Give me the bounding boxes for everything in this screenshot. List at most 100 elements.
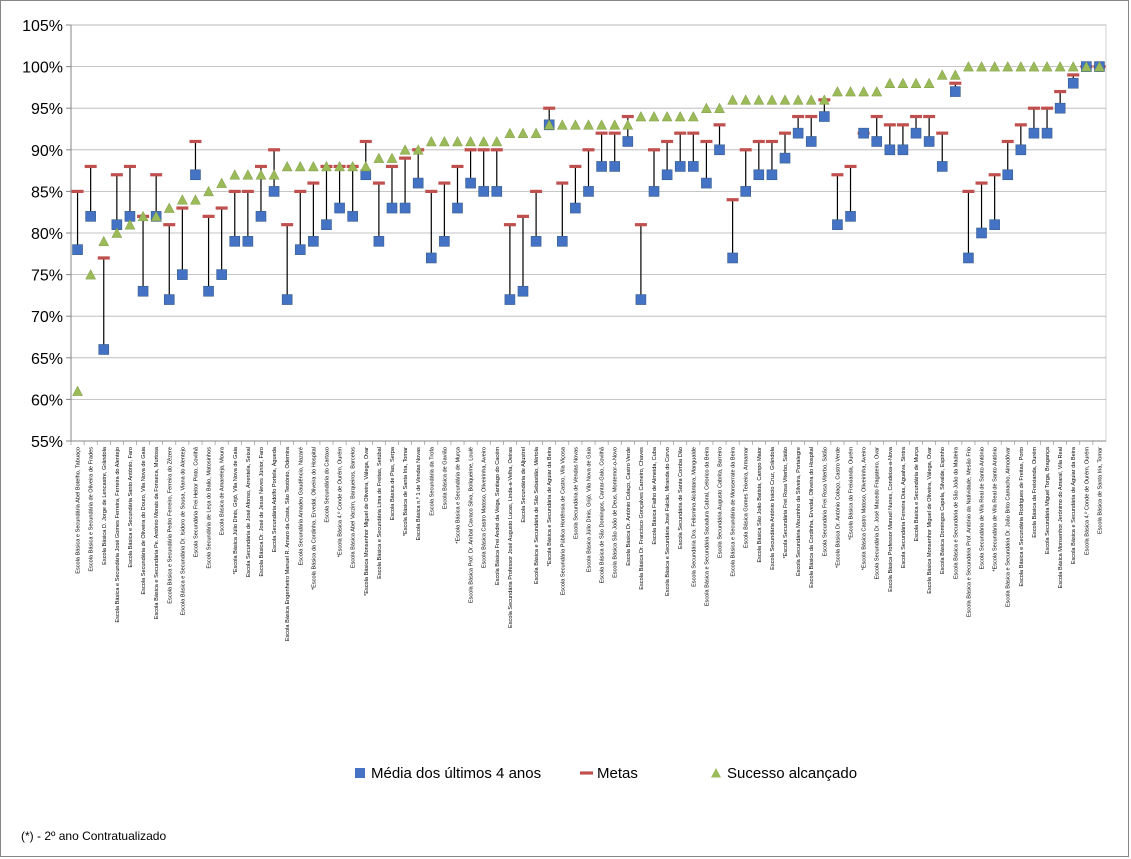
average-point: [373, 236, 385, 247]
x-category-label: Escola Básica de Gavião: [442, 447, 448, 509]
average-point: [203, 285, 214, 297]
drop-lines: [76, 74, 1074, 350]
x-category-label: Escola Secundária Ferreira Dias, Agualva…: [901, 446, 907, 568]
success-point: [72, 385, 83, 396]
success-point: [543, 119, 555, 130]
success-point: [989, 61, 1001, 72]
meta-mark: [307, 181, 320, 185]
average-point: [137, 285, 149, 297]
average-point: [530, 236, 542, 247]
legend: Média dos últimos 4 anos Metas Sucesso alc…: [355, 765, 857, 782]
success-point: [792, 94, 804, 105]
x-category-label: Escola Secundária Dr. José Macedo Fragat…: [875, 447, 881, 580]
average-point: [950, 86, 961, 97]
average-point: [819, 111, 830, 122]
meta-mark: [910, 114, 923, 119]
x-category-label: Escola Básica Monsenhor Miguel de Olivei…: [927, 447, 933, 594]
x-category-label: Escola Secundária de Vila Real de Santo …: [980, 447, 986, 569]
x-category-label: Escola Secundária do Cartaxo: [324, 447, 330, 523]
x-category-label: *Escola Básica e Secundária de Murça: [455, 446, 461, 544]
legend-success-marker: [711, 768, 721, 778]
x-category-label: Escola Básica e Secundária José Gomes Fe…: [115, 447, 121, 623]
success-point: [871, 86, 883, 97]
x-category-label: Escola Básica 4.º Conde de Ourém, Ourém: [1083, 447, 1090, 555]
average-point: [727, 252, 738, 264]
meta-mark: [765, 139, 778, 144]
y-tick-label: 55%: [31, 434, 63, 451]
meta-mark: [189, 139, 202, 144]
x-category-label: Escola Básica Dr. José de Jesus Neves Jú…: [259, 447, 265, 577]
y-tick-label: 85%: [31, 184, 63, 201]
x-category-label: Escola Básica Fialho de Almeida, Cuba: [652, 446, 658, 545]
x-category-label: *Escola Básica da Cordinha, Ervedal, Oli…: [311, 447, 317, 590]
success-point: [307, 160, 319, 172]
x-category-label: Escola Básica e Secundária José Falcão, …: [665, 447, 671, 596]
x-category-label: *Escola Secundária de Vila Real de Santo…: [993, 447, 999, 572]
success-point: [805, 94, 817, 105]
x-category-label: *Escola Básica 4.º Conde de Ourém, Ourém: [337, 447, 344, 558]
x-category-label: Escola Básica Abel Varzim, Barqueiros, B…: [351, 447, 357, 568]
meta-mark: [176, 206, 189, 210]
meta-mark: [883, 123, 896, 127]
x-category-label: *Escola Secundária Frei Rosa Viterbo, Sá…: [783, 447, 789, 559]
success-point: [674, 110, 686, 122]
success-point: [465, 135, 477, 147]
success-point: [255, 169, 267, 180]
average-point: [1002, 169, 1014, 181]
meta-mark: [621, 114, 634, 119]
x-category-label: Escola Básica São João Batista, Campo Ma…: [757, 447, 763, 563]
average-point: [281, 294, 293, 305]
x-category-label: Escola Secundária Professor José Augusto…: [508, 447, 514, 628]
meta-mark: [569, 164, 582, 169]
average-point: [910, 127, 922, 139]
success-point: [1094, 61, 1105, 72]
meta-mark: [844, 164, 857, 169]
meta-mark: [385, 164, 398, 169]
x-category-label: Escola Básica e Secundária Pedro Ferreir…: [167, 447, 173, 604]
success-point: [779, 94, 791, 105]
success-point: [1067, 61, 1079, 72]
average-point: [976, 227, 987, 239]
meta-mark: [464, 148, 477, 152]
meta-mark: [687, 131, 700, 135]
meta-mark: [648, 148, 661, 152]
meta-mark: [752, 139, 765, 144]
average-point: [884, 144, 896, 156]
success-point: [858, 86, 870, 97]
meta-mark: [949, 81, 962, 85]
x-category-label: Escola Secundária Mouzinho da Silveira, …: [796, 447, 802, 576]
average-point: [648, 186, 660, 197]
x-category-label: Escola Secundária de Aljustrel: [521, 447, 527, 523]
meta-mark: [726, 198, 739, 202]
average-point: [858, 127, 869, 139]
success-point: [491, 135, 503, 147]
x-category-label: Escola Secundária Frei Rosa Viterbo, Sát…: [822, 447, 828, 556]
x-category-label: *Escola Básica e Secundária de Aguiar da…: [547, 446, 553, 566]
meta-mark: [870, 114, 883, 119]
success-point: [727, 94, 739, 105]
x-category-label: *Escola Básica Júlio Dinis, Grijó, Vila …: [233, 446, 239, 574]
meta-mark: [792, 114, 805, 119]
average-point: [386, 202, 398, 214]
x-category-label: Escola Básica Júlio Dinis, Grijó, Vila N…: [587, 446, 593, 572]
x-category-label: Escola Básica e Secundária de Murça: [914, 446, 920, 541]
average-point: [635, 294, 647, 305]
average-point: [1054, 102, 1066, 114]
average-point: [268, 186, 280, 197]
x-category-label: Escola Básica n.º 1 de Vendas Novas: [415, 447, 422, 541]
success-point: [137, 210, 149, 222]
success-point: [976, 61, 987, 72]
legend-label: Sucesso alcançado: [727, 765, 857, 782]
x-category-label: *Escola Básica Dr. António Colaço, Castr…: [835, 447, 841, 568]
meta-mark: [896, 123, 909, 127]
success-point: [373, 152, 385, 163]
x-category-label: Escola Básica Dr. Francisco Gonçalves Ca…: [639, 447, 645, 590]
legend-label: Metas: [597, 765, 638, 782]
meta-mark: [490, 148, 503, 152]
x-category-label: Escola Básica e Secundária Santo António…: [128, 447, 134, 568]
average-point: [832, 219, 843, 230]
x-category-label: Escola Secundária da Trofa: [429, 446, 435, 516]
y-tick-label: 95%: [31, 101, 63, 118]
meta-mark: [268, 148, 281, 152]
average-point: [425, 252, 437, 264]
